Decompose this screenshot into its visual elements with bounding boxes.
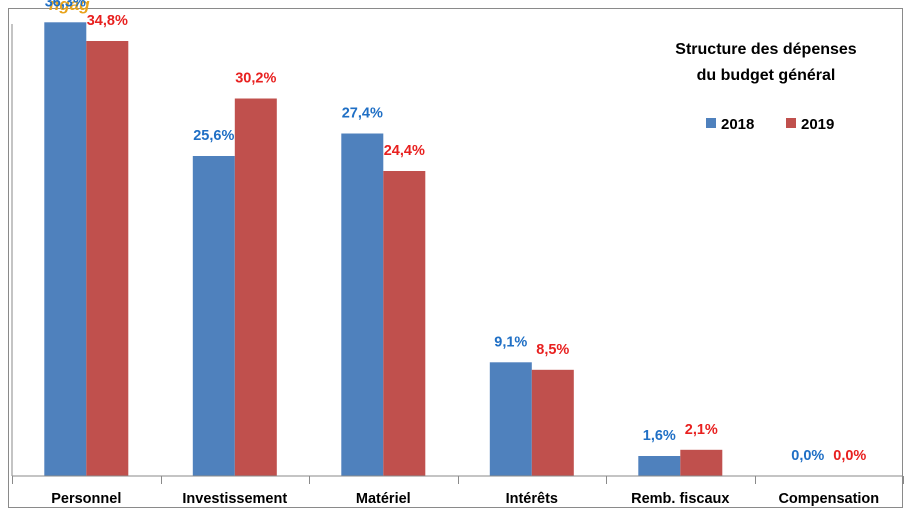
legend-label-2018: 2018 [721, 116, 754, 133]
bar-2019-personnel [86, 41, 129, 476]
data-label-2019-investissement: 30,2% [235, 71, 276, 87]
data-label-2018-personnel: 36,3% [45, 0, 86, 10]
bar-2018-mat-riel [341, 133, 384, 476]
category-label-compensation: Compensation [778, 491, 879, 507]
bar-2018-investissement [192, 156, 235, 476]
header-fragment: ngag [49, 0, 90, 14]
category-label-investissement: Investissement [182, 491, 287, 507]
bar-2019-int-r-ts [531, 369, 574, 477]
data-label-2019-remb-fiscaux: 2,1% [685, 422, 718, 438]
legend: 2018 2019 [706, 116, 834, 133]
category-label-personnel: Personnel [51, 491, 121, 507]
category-label-mat-riel: Matériel [356, 491, 411, 507]
data-label-2018-mat-riel: 27,4% [342, 106, 383, 122]
data-label-2019-mat-riel: 24,4% [384, 143, 425, 159]
data-label-2019-int-r-ts: 8,5% [536, 342, 569, 358]
data-label-2018-remb-fiscaux: 1,6% [643, 428, 676, 444]
category-label-int-r-ts: Intérêts [506, 491, 558, 507]
data-label-2018-int-r-ts: 9,1% [494, 334, 527, 350]
value-labels-layer: 36,3%34,8% 25,6% 30,2% 27,4% 24,4% 9,1% 8,5% 1,… [45, 0, 867, 464]
legend-swatch-2018 [706, 118, 716, 128]
bar-2019-investissement [234, 98, 277, 476]
x-ticks-layer [12, 476, 904, 484]
data-label-2019-personnel: 34,8% [87, 13, 128, 29]
axes-layer [11, 24, 903, 477]
chart-title: Structure des dépenses du budget général [675, 41, 857, 84]
data-label-2019-compensation: 0,0% [833, 448, 866, 464]
data-label-2018-compensation: 0,0% [791, 448, 824, 464]
category-label-remb-fiscaux: Remb. fiscaux [631, 491, 729, 507]
chart-frame: ngag [8, 0, 903, 508]
data-label-2018-investissement: 25,6% [193, 128, 234, 144]
legend-label-2019: 2019 [801, 116, 834, 133]
bar-2019-remb-fiscaux [680, 449, 723, 477]
legend-swatch-2019 [786, 118, 796, 128]
bar-2018-int-r-ts [489, 362, 532, 477]
chart-title-line-1: Structure des dépenses [675, 41, 857, 58]
bar-2018-remb-fiscaux [638, 456, 681, 476]
chart-title-line-2: du budget général [697, 67, 836, 84]
bar-2019-mat-riel [383, 171, 426, 476]
category-labels-layer: Personnel Investissement Matériel Intérêts R… [51, 491, 879, 507]
bars-layer [44, 22, 723, 477]
bar-2018-personnel [44, 22, 87, 477]
